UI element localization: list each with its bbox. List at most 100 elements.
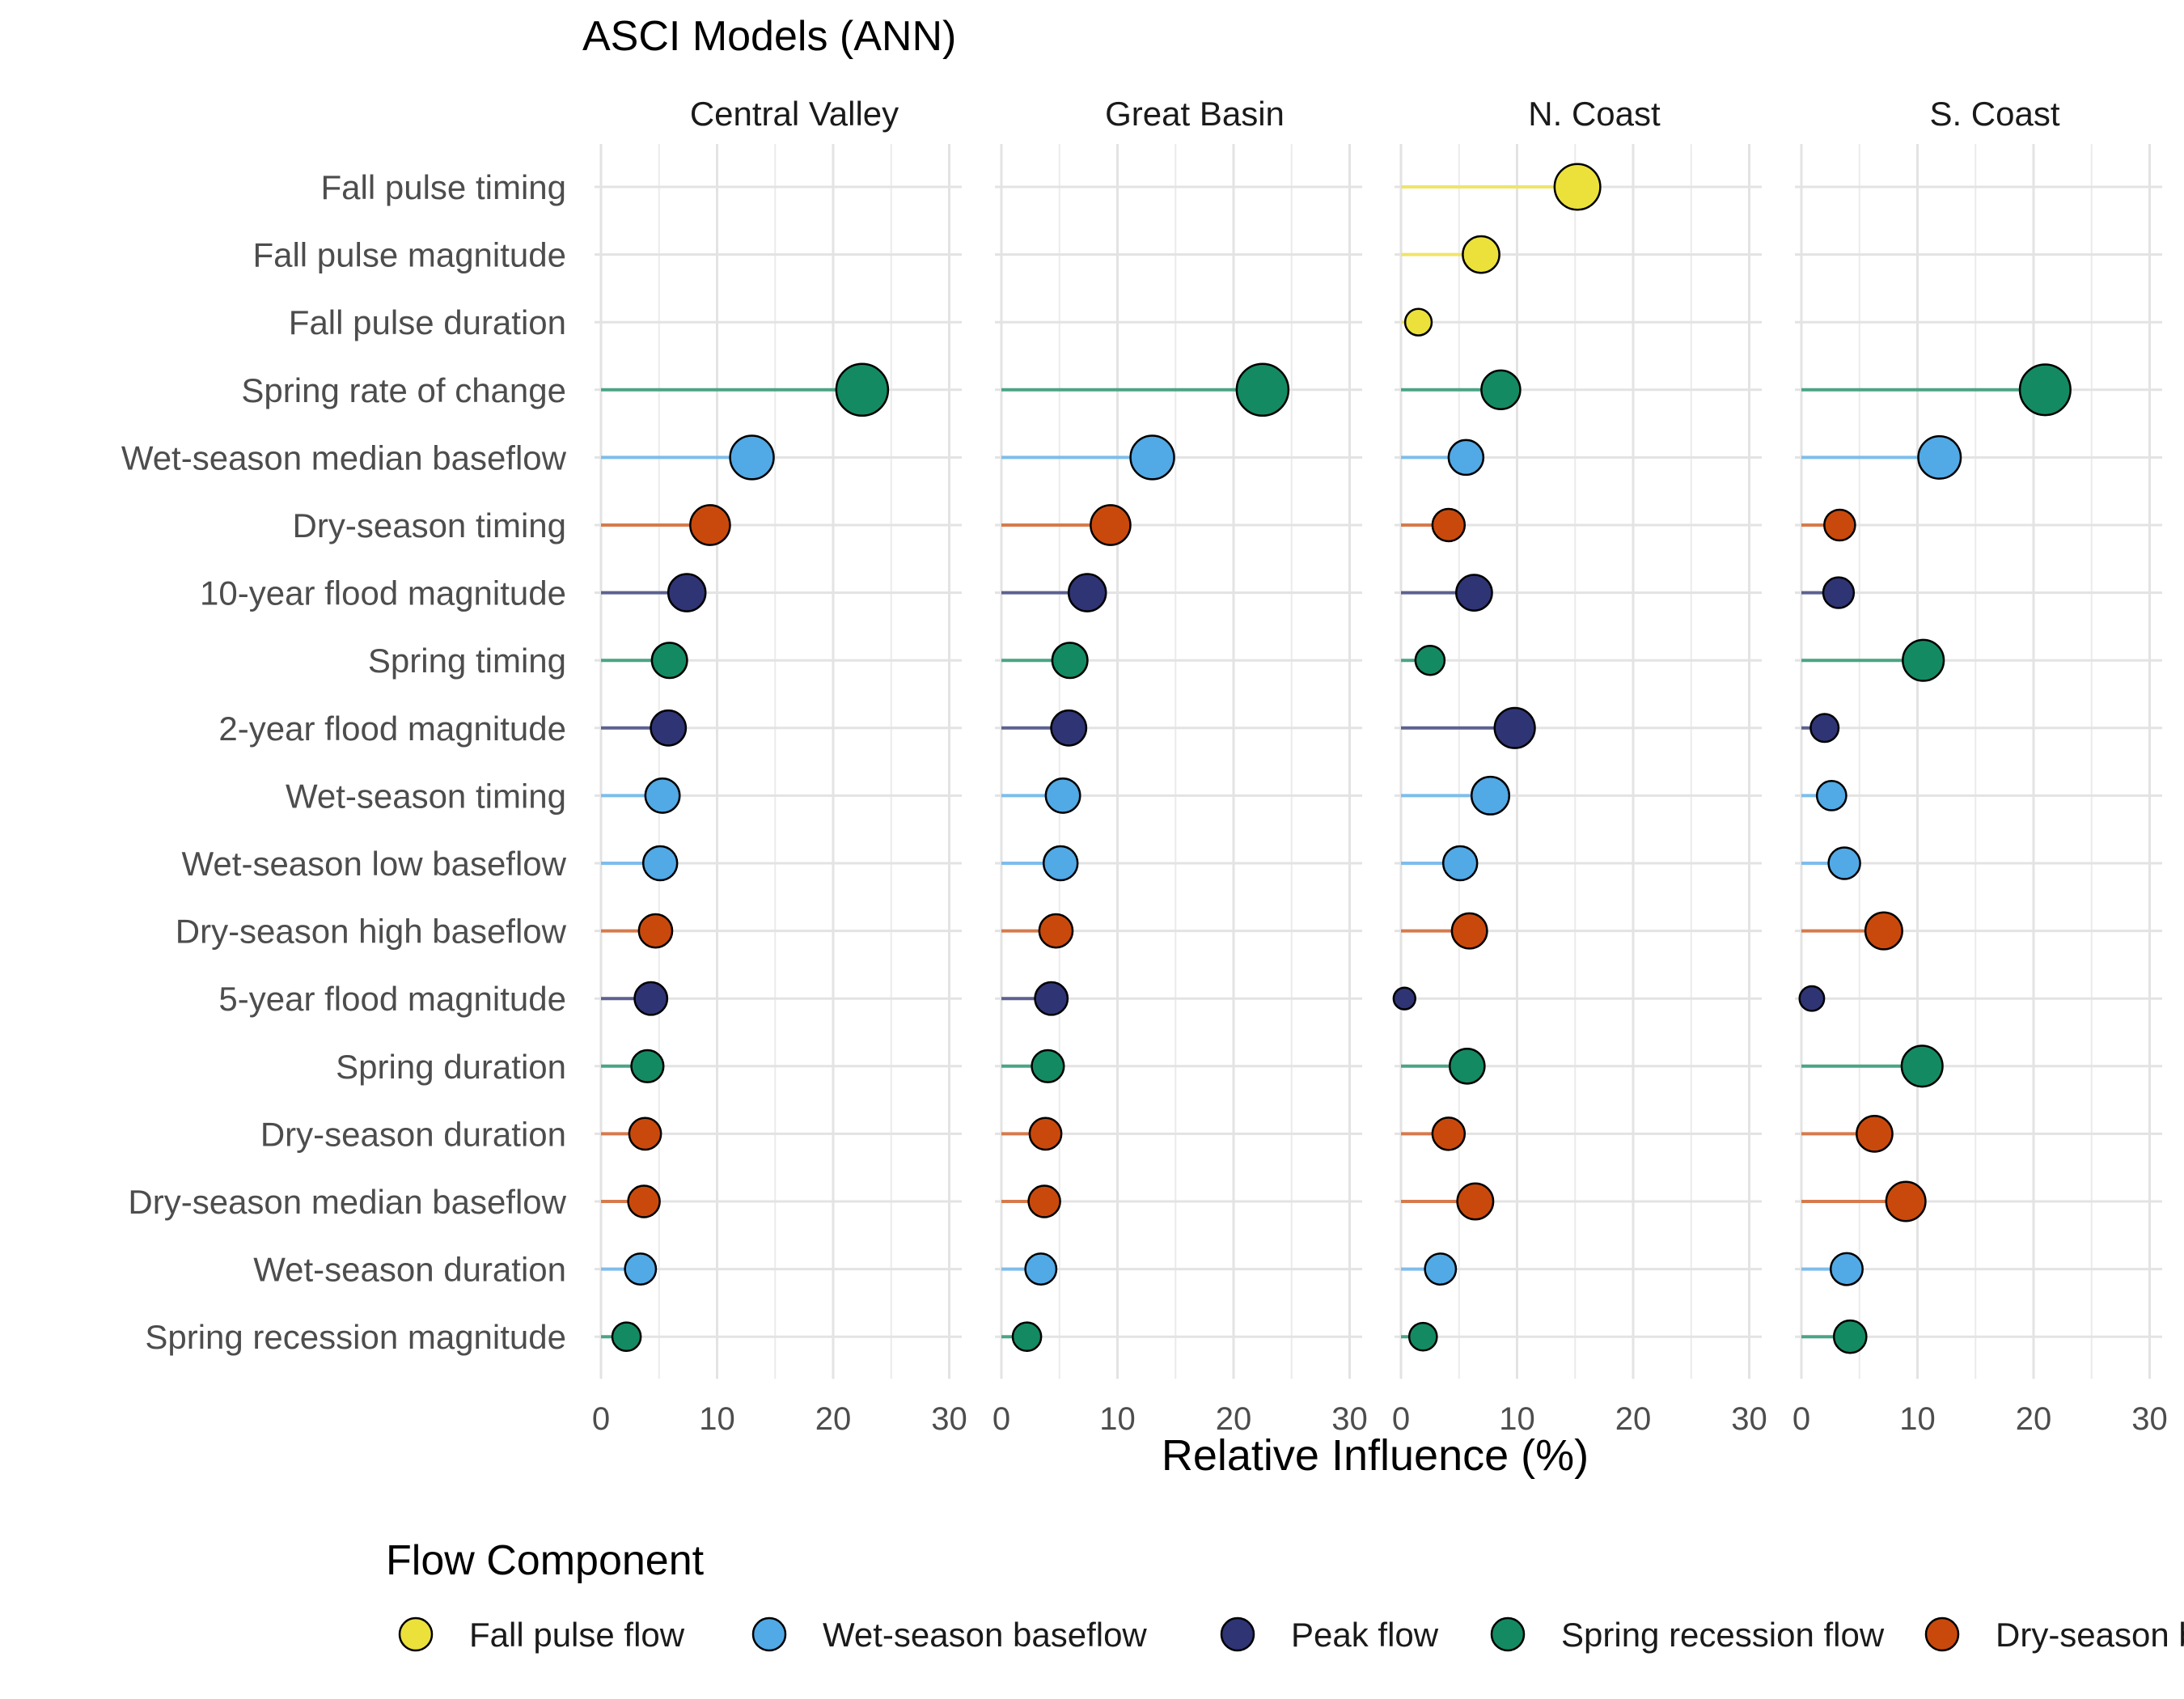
lollipop-point <box>1067 573 1107 612</box>
legend-label-spring-recession-flow: Spring recession flow <box>1561 1616 1885 1654</box>
y-label-dry-season-high-baseflow: Dry-season high baseflow <box>176 913 567 951</box>
lollipop-point <box>1827 846 1861 880</box>
x-tick-label: 0 <box>993 1401 1010 1437</box>
lollipop-point <box>633 981 669 1016</box>
legend-label-fall-pulse-flow: Fall pulse flow <box>469 1616 685 1654</box>
x-tick-label: 20 <box>1216 1401 1252 1437</box>
y-label-fall-pulse-magnitude: Fall pulse magnitude <box>252 236 566 274</box>
legend-key-dry-season-baseflow <box>1924 1616 1960 1652</box>
lollipop-point <box>1856 1115 1894 1153</box>
lollipop-point <box>729 434 775 481</box>
legend-title: Flow Component <box>386 1537 705 1584</box>
lollipop-point <box>1431 507 1467 543</box>
legend-label-dry-season-baseflow: Dry-season baseflow <box>1996 1616 2184 1654</box>
legend-key-spring-recession-flow <box>1490 1616 1526 1652</box>
x-tick-label: 0 <box>1392 1401 1410 1437</box>
lollipop-point <box>1042 845 1079 882</box>
x-tick-label: 20 <box>815 1401 852 1437</box>
x-tick-label: 20 <box>2016 1401 2052 1437</box>
x-tick-label: 30 <box>2131 1401 2168 1437</box>
facet-label-n-coast: N. Coast <box>1528 95 1661 133</box>
lollipop-point <box>2018 363 2072 417</box>
x-tick-label: 30 <box>1731 1401 1767 1437</box>
y-label-dry-season-timing: Dry-season timing <box>293 506 566 544</box>
x-tick-label: 30 <box>1331 1401 1368 1437</box>
lollipop-point <box>611 1321 642 1353</box>
lollipop-point <box>1403 307 1433 337</box>
lollipop-point <box>1027 1184 1061 1218</box>
lollipop-point <box>1034 981 1069 1016</box>
lollipop-point <box>628 1116 662 1151</box>
lollipop-point <box>689 504 731 546</box>
facet-label-great-basin: Great Basin <box>1105 95 1285 133</box>
lollipop-point <box>1822 576 1856 609</box>
facet-label-s-coast: S. Coast <box>1929 95 2059 133</box>
lollipop-point <box>1038 913 1074 949</box>
legend-label-peak-flow: Peak flow <box>1291 1616 1439 1654</box>
lollipop-point <box>1407 1321 1438 1352</box>
y-label-wet-season-timing: Wet-season timing <box>286 777 566 815</box>
y-label-dry-season-median-baseflow: Dry-season median baseflow <box>128 1183 566 1221</box>
lollipop-point <box>1917 434 1962 480</box>
x-tick-label: 0 <box>1792 1401 1810 1437</box>
y-label-spring-recession-magnitude: Spring recession magnitude <box>145 1318 566 1356</box>
lollipop-point <box>1553 163 1602 211</box>
lollipop-point <box>1431 1116 1467 1151</box>
y-label-wet-season-low-baseflow: Wet-season low baseflow <box>182 845 567 883</box>
lollipop-point <box>1470 775 1511 816</box>
chart-title: ASCI Models (ANN) <box>582 13 956 60</box>
lollipop-point <box>1900 1044 1944 1088</box>
facet-label-central-valley: Central Valley <box>690 95 899 133</box>
lollipop-point <box>641 845 679 882</box>
lollipop-point <box>835 362 890 417</box>
lollipop-point <box>1798 985 1826 1012</box>
lollipop-point <box>1424 1252 1458 1286</box>
lollipop-point <box>1829 1252 1864 1286</box>
y-label-dry-season-duration: Dry-season duration <box>260 1115 566 1153</box>
facet-labels: Central Valley Great Basin N. Coast S. Coas… <box>690 95 2060 133</box>
x-axis-title: Relative Influence (%) <box>1162 1431 1589 1480</box>
lollipop-point <box>1493 706 1536 749</box>
lollipops <box>601 163 2072 1354</box>
x-tick-label: 10 <box>699 1401 735 1437</box>
lollipop-point <box>1864 911 1903 951</box>
legend: Flow Component Fall pulse flow Wet-season… <box>386 1537 2184 1654</box>
y-label-wet-season-duration: Wet-season duration <box>253 1251 566 1289</box>
legend-key-wet-season-baseflow <box>751 1616 787 1652</box>
legend-key-peak-flow <box>1220 1616 1255 1652</box>
lollipop-point <box>1456 1182 1495 1221</box>
lollipop-point <box>1450 912 1488 950</box>
y-label-fall-pulse-duration: Fall pulse duration <box>289 303 566 341</box>
lollipop-point <box>1011 1321 1043 1353</box>
x-tick-label: 10 <box>1899 1401 1936 1437</box>
x-tick-label: 20 <box>1615 1401 1652 1437</box>
lollipop-point <box>637 913 674 949</box>
lollipop-point <box>630 1049 665 1083</box>
lollipop-point <box>1462 235 1500 274</box>
y-label-spring-rate-of-change: Spring rate of change <box>241 371 566 409</box>
legend-key-fall-pulse-flow <box>398 1616 434 1652</box>
lollipop-point <box>1090 504 1132 546</box>
lollipop-point <box>1447 439 1485 477</box>
lollipop-point <box>624 1252 658 1286</box>
x-tick-label: 30 <box>931 1401 967 1437</box>
lollipop-point <box>1823 508 1856 542</box>
y-label-wet-season-median-baseflow: Wet-season median baseflow <box>121 439 567 477</box>
x-tick-label: 0 <box>592 1401 610 1437</box>
lollipop-point <box>1480 369 1522 411</box>
lollipop-point <box>1044 777 1081 814</box>
lollipop-point <box>1455 574 1493 612</box>
legend-label-wet-season-baseflow: Wet-season baseflow <box>823 1616 1147 1654</box>
lollipop-point <box>1832 1319 1868 1354</box>
x-tick-label: 10 <box>1499 1401 1535 1437</box>
lollipop-point <box>1051 642 1089 680</box>
lollipop-point <box>1414 644 1446 676</box>
lollipop-point <box>1809 713 1840 744</box>
lollipop-point <box>1902 638 1945 682</box>
lollipop-point <box>1050 709 1088 747</box>
lollipop-point <box>667 573 707 612</box>
lollipop-point <box>650 642 688 680</box>
x-tick-label: 10 <box>1099 1401 1136 1437</box>
lollipop-point <box>1448 1047 1486 1085</box>
